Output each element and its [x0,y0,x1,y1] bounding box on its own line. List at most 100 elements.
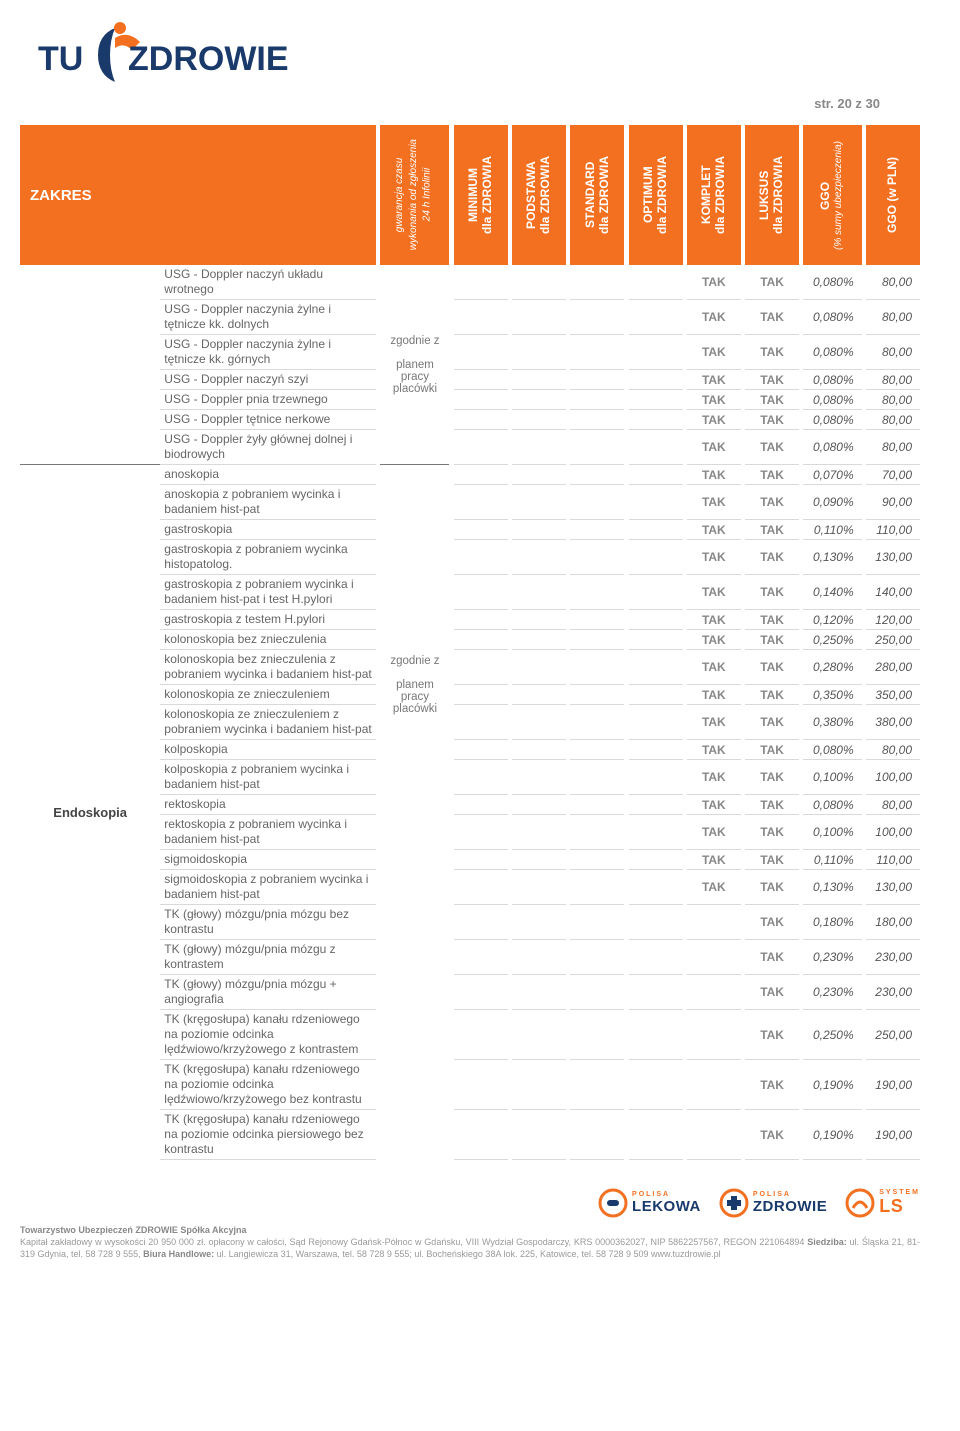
pkg-cell [629,870,683,905]
header-logo: TU ZDROWIE [20,20,920,90]
ggo-pln-cell: 80,00 [866,430,920,465]
pkg-cell: TAK [687,265,741,300]
coverage-table: ZAKRES gwarancja czasu wykonania od zgło… [20,125,920,1160]
pkg-cell [512,485,566,520]
ggo-pct-cell: 0,080% [803,335,861,370]
ggo-pct-cell: 0,080% [803,265,861,300]
pkg-cell [454,870,508,905]
page-number: str. 20 z 30 [20,96,880,111]
pkg-cell [629,485,683,520]
pkg-cell: TAK [745,705,799,740]
pkg-cell [454,300,508,335]
pkg-cell [570,905,624,940]
ggo-pln-cell: 90,00 [866,485,920,520]
pkg-cell [629,1010,683,1060]
pkg-cell [570,1060,624,1110]
pkg-cell: TAK [745,795,799,815]
desc-cell: kolonoskopia ze znieczuleniem [160,685,376,705]
ggo-pct-cell: 0,070% [803,465,861,485]
pkg-cell [570,520,624,540]
pkg-cell [629,815,683,850]
pkg-cell: TAK [745,975,799,1010]
pkg-cell [629,685,683,705]
header-minimum: MINIMUMdla ZDROWIA [454,125,508,265]
svg-text:ZDROWIE: ZDROWIE [128,40,289,78]
desc-cell: gastroskopia z pobraniem wycinka i badan… [160,575,376,610]
pkg-cell [512,300,566,335]
ggo-pct-cell: 0,130% [803,540,861,575]
pkg-cell [454,975,508,1010]
pkg-cell: TAK [687,300,741,335]
desc-cell: rektoskopia z pobraniem wycinka i badani… [160,815,376,850]
ggo-pln-cell: 100,00 [866,760,920,795]
pkg-cell [570,430,624,465]
pkg-cell [629,975,683,1010]
pkg-cell [570,610,624,630]
pkg-cell: TAK [745,940,799,975]
desc-cell: rektoskopia [160,795,376,815]
ggo-pct-cell: 0,140% [803,575,861,610]
pkg-cell: TAK [745,485,799,520]
footer-logo-ls: SYSTEMLS [845,1188,920,1218]
pkg-cell [454,740,508,760]
pkg-cell [454,335,508,370]
desc-cell: kolonoskopia bez znieczulenia [160,630,376,650]
pkg-cell: TAK [745,610,799,630]
pkg-cell [629,300,683,335]
pkg-cell [570,795,624,815]
pkg-cell [512,760,566,795]
pkg-cell: TAK [745,740,799,760]
pkg-cell [687,975,741,1010]
pkg-cell [570,760,624,795]
pkg-cell [570,630,624,650]
ggo-pct-cell: 0,080% [803,370,861,390]
ggo-pct-cell: 0,080% [803,390,861,410]
desc-cell: gastroskopia [160,520,376,540]
pkg-cell [570,265,624,300]
ggo-pct-cell: 0,100% [803,815,861,850]
pkg-cell: TAK [687,740,741,760]
pkg-cell: TAK [687,705,741,740]
desc-cell: TK (głowy) mózgu/pnia mózgu + angiografi… [160,975,376,1010]
pkg-cell [570,370,624,390]
ggo-pln-cell: 190,00 [866,1060,920,1110]
desc-cell: TK (kręgosłupa) kanału rdzeniowego na po… [160,1110,376,1160]
pkg-cell: TAK [745,520,799,540]
table-row: USG - Doppler naczyń układu wrotnegozgod… [20,265,920,300]
pkg-cell: TAK [745,430,799,465]
ggo-pln-cell: 350,00 [866,685,920,705]
pkg-cell [454,630,508,650]
ggo-pln-cell: 80,00 [866,265,920,300]
desc-cell: USG - Doppler pnia trzewnego [160,390,376,410]
pkg-cell: TAK [687,335,741,370]
footer-legal: Towarzystwo Ubezpieczeń ZDROWIE Spółka A… [0,1222,960,1276]
ggo-pct-cell: 0,280% [803,650,861,685]
pkg-cell [454,850,508,870]
pkg-cell: TAK [745,905,799,940]
pkg-cell [512,850,566,870]
pkg-cell [629,630,683,650]
pkg-cell [454,760,508,795]
desc-cell: TK (głowy) mózgu/pnia mózgu z kontrastem [160,940,376,975]
pkg-cell [512,630,566,650]
pkg-cell: TAK [687,540,741,575]
pkg-cell: TAK [745,850,799,870]
pkg-cell [629,1110,683,1160]
desc-cell: sigmoidoskopia [160,850,376,870]
ggo-pln-cell: 180,00 [866,905,920,940]
pkg-cell [454,485,508,520]
header-standard: STANDARDdla ZDROWIA [570,125,624,265]
pkg-cell [629,795,683,815]
pkg-cell [629,390,683,410]
pkg-cell: TAK [687,795,741,815]
ggo-pln-cell: 250,00 [866,630,920,650]
pkg-cell: TAK [745,265,799,300]
pkg-cell [454,370,508,390]
pkg-cell [570,870,624,905]
pkg-cell [629,335,683,370]
pkg-cell: TAK [687,760,741,795]
pkg-cell: TAK [745,370,799,390]
pkg-cell [570,1010,624,1060]
pkg-cell [570,300,624,335]
desc-cell: USG - Doppler naczynia żylne i tętnicze … [160,335,376,370]
